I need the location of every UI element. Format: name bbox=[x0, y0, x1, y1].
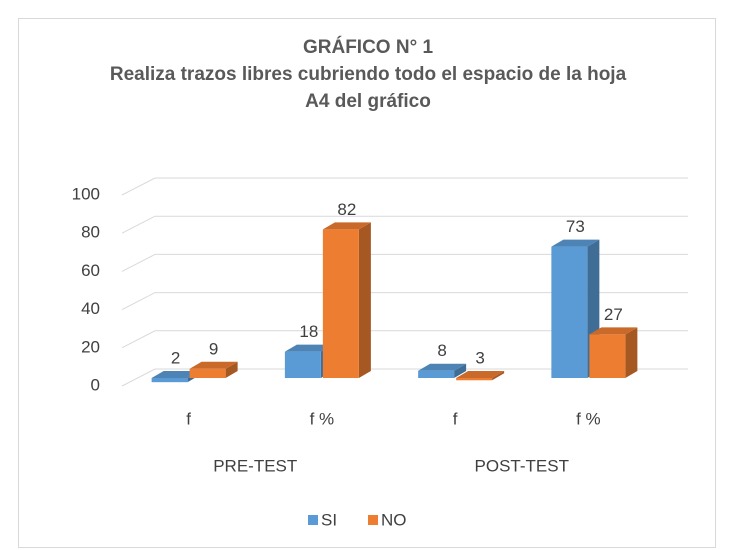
bar-top bbox=[418, 363, 467, 371]
chart-frame bbox=[18, 18, 716, 548]
bar-top bbox=[322, 222, 371, 230]
chart-title: GRÁFICO N° 1 bbox=[302, 37, 434, 58]
bar-top bbox=[189, 361, 238, 369]
bar-top bbox=[151, 371, 200, 378]
bar-side bbox=[492, 371, 505, 381]
x-tick-label: f % bbox=[576, 409, 601, 428]
bar-top bbox=[589, 327, 638, 335]
data-label: 27 bbox=[604, 305, 623, 324]
y-tick-label: 0 bbox=[91, 375, 100, 394]
grid-line bbox=[121, 330, 688, 349]
data-label: 2 bbox=[171, 348, 180, 367]
y-tick-label: 60 bbox=[81, 261, 100, 280]
legend-swatch bbox=[308, 515, 318, 525]
bar-top bbox=[456, 371, 505, 378]
legend-label: SI bbox=[321, 510, 337, 529]
legend-label: NO bbox=[381, 510, 407, 529]
y-tick-label: 80 bbox=[81, 223, 100, 242]
chart-subtitle: Realiza trazos libres cubriendo todo el … bbox=[109, 64, 627, 112]
data-label: 82 bbox=[337, 200, 356, 219]
grid-line bbox=[121, 253, 688, 272]
group-label: POST-TEST bbox=[475, 456, 569, 475]
y-tick-label: 100 bbox=[72, 184, 100, 203]
grid-line bbox=[121, 292, 688, 311]
grid-line bbox=[121, 368, 688, 387]
bar-top bbox=[551, 239, 600, 247]
data-label: 18 bbox=[299, 322, 318, 341]
legend-swatch bbox=[368, 515, 378, 525]
y-tick-label: 40 bbox=[81, 299, 100, 318]
data-label: 8 bbox=[437, 341, 446, 360]
bar bbox=[456, 378, 493, 381]
bar bbox=[589, 334, 626, 378]
data-label: 9 bbox=[209, 339, 218, 358]
bar bbox=[151, 378, 188, 383]
bar bbox=[418, 370, 455, 378]
bar bbox=[551, 246, 588, 378]
x-tick-label: f bbox=[186, 409, 191, 428]
x-tick-label: f bbox=[453, 409, 458, 428]
titles: GRÁFICO N° 1 Realiza trazos libres cubri… bbox=[98, 34, 638, 115]
bar bbox=[322, 229, 359, 378]
bar-side bbox=[358, 222, 371, 378]
bar-top bbox=[284, 344, 333, 352]
data-label: 3 bbox=[475, 348, 484, 367]
bar bbox=[189, 368, 226, 378]
data-label: 73 bbox=[566, 217, 585, 236]
group-label: PRE-TEST bbox=[213, 456, 297, 475]
bar bbox=[284, 351, 321, 378]
bar-side bbox=[225, 361, 238, 378]
grid-line bbox=[121, 215, 688, 234]
y-tick-label: 20 bbox=[81, 337, 100, 356]
bar-side bbox=[454, 363, 467, 378]
bar-side bbox=[625, 327, 638, 378]
x-tick-label: f % bbox=[310, 409, 335, 428]
grid-line bbox=[121, 177, 688, 196]
